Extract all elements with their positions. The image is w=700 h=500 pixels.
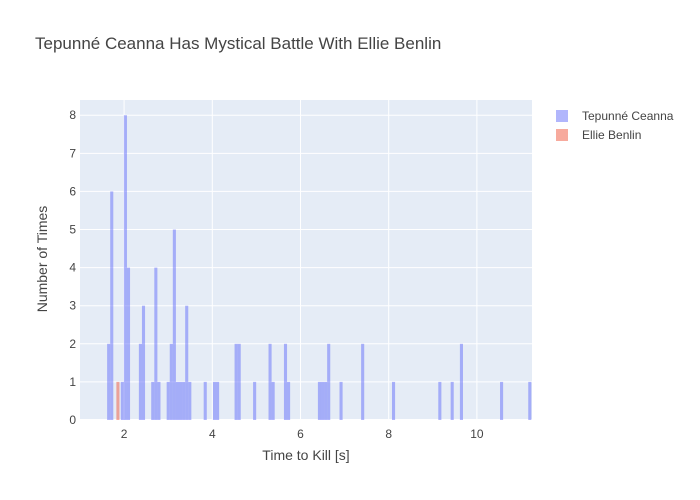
x-tick-labels: 2 4 6 8 10 <box>121 427 484 441</box>
legend-item-ellie-benlin[interactable]: Ellie Benlin <box>556 125 673 144</box>
y-tick-label: 0 <box>69 413 76 427</box>
bar-tepunne-ceanna[interactable] <box>500 381 504 420</box>
legend: Tepunné Ceanna Ellie Benlin <box>556 106 673 144</box>
legend-item-tepunne-ceanna[interactable]: Tepunné Ceanna <box>556 106 673 125</box>
bar-tepunne-ceanna[interactable] <box>188 381 192 420</box>
y-tick-labels: 0 1 2 3 4 5 6 7 8 <box>69 108 76 427</box>
bar-tepunne-ceanna[interactable] <box>182 381 186 420</box>
y-tick-label: 8 <box>69 108 76 122</box>
bar-tepunne-ceanna[interactable] <box>268 343 272 420</box>
bar-tepunne-ceanna[interactable] <box>212 381 217 420</box>
bar-tepunne-ceanna[interactable] <box>253 381 257 420</box>
bar-tepunne-ceanna[interactable] <box>169 343 173 420</box>
legend-label-tepunne-ceanna: Tepunné Ceanna <box>582 108 674 123</box>
y-tick-label: 5 <box>69 223 76 237</box>
bar-tepunne-ceanna[interactable] <box>166 381 170 420</box>
bar-tepunne-ceanna[interactable] <box>438 381 442 420</box>
x-tick-label: 8 <box>385 427 392 441</box>
x-tick-label: 4 <box>209 427 216 441</box>
bar-tepunne-ceanna[interactable] <box>157 381 161 420</box>
bar-tepunne-ceanna[interactable] <box>320 381 325 420</box>
legend-swatch-tepunne-ceanna <box>556 109 568 122</box>
bar-tepunne-ceanna[interactable] <box>151 381 155 420</box>
x-tick-label: 6 <box>297 427 304 441</box>
x-tick-label: 2 <box>121 427 128 441</box>
bar-tepunne-ceanna[interactable] <box>361 343 365 420</box>
bar-tepunne-ceanna[interactable] <box>107 343 111 420</box>
y-tick-label: 1 <box>69 375 76 389</box>
bar-tepunne-ceanna[interactable] <box>203 381 207 420</box>
bar-tepunne-ceanna[interactable] <box>178 381 183 420</box>
legend-label-ellie-benlin: Ellie Benlin <box>582 127 642 142</box>
y-axis-title: Number of Times <box>34 205 50 313</box>
bar-tepunne-ceanna[interactable] <box>123 115 127 420</box>
x-tick-label: 10 <box>470 427 484 441</box>
bar-tepunne-ceanna[interactable] <box>120 381 124 420</box>
bar-tepunne-ceanna[interactable] <box>216 381 220 420</box>
bar-tepunne-ceanna[interactable] <box>339 381 343 420</box>
y-tick-label: 4 <box>69 261 76 275</box>
bar-tepunne-ceanna[interactable] <box>317 381 321 420</box>
bar-tepunne-ceanna[interactable] <box>141 305 146 420</box>
bar-tepunne-ceanna[interactable] <box>271 381 275 420</box>
legend-swatch-ellie-benlin <box>556 128 568 141</box>
bar-tepunne-ceanna[interactable] <box>185 305 189 420</box>
chart-title: Tepunné Ceanna Has Mystical Battle With … <box>35 34 442 53</box>
bars[interactable] <box>107 115 532 420</box>
bar-tepunne-ceanna[interactable] <box>459 343 463 420</box>
y-tick-label: 2 <box>69 337 76 351</box>
bar-tepunne-ceanna[interactable] <box>528 381 532 420</box>
bar-tepunne-ceanna[interactable] <box>450 381 454 420</box>
bar-tepunne-ceanna[interactable] <box>172 229 176 420</box>
bar-tepunne-ceanna[interactable] <box>324 381 328 420</box>
bar-tepunne-ceanna[interactable] <box>234 343 238 420</box>
bar-tepunne-ceanna[interactable] <box>283 343 288 420</box>
bar-ellie-benlin[interactable] <box>116 381 120 420</box>
bar-tepunne-ceanna[interactable] <box>327 343 331 420</box>
y-tick-label: 6 <box>69 184 76 198</box>
bar-tepunne-ceanna[interactable] <box>138 343 142 420</box>
y-tick-label: 3 <box>69 299 76 313</box>
bar-tepunne-ceanna[interactable] <box>126 267 131 420</box>
plot-area <box>80 100 532 420</box>
bar-tepunne-ceanna[interactable] <box>391 381 396 420</box>
bar-tepunne-ceanna[interactable] <box>287 381 291 420</box>
bar-tepunne-ceanna[interactable] <box>175 381 179 420</box>
bar-tepunne-ceanna[interactable] <box>237 343 241 420</box>
y-tick-label: 7 <box>69 146 76 160</box>
x-axis-title: Time to Kill [s] <box>262 447 350 463</box>
bar-tepunne-ceanna[interactable] <box>110 191 114 420</box>
bar-tepunne-ceanna[interactable] <box>154 267 158 420</box>
